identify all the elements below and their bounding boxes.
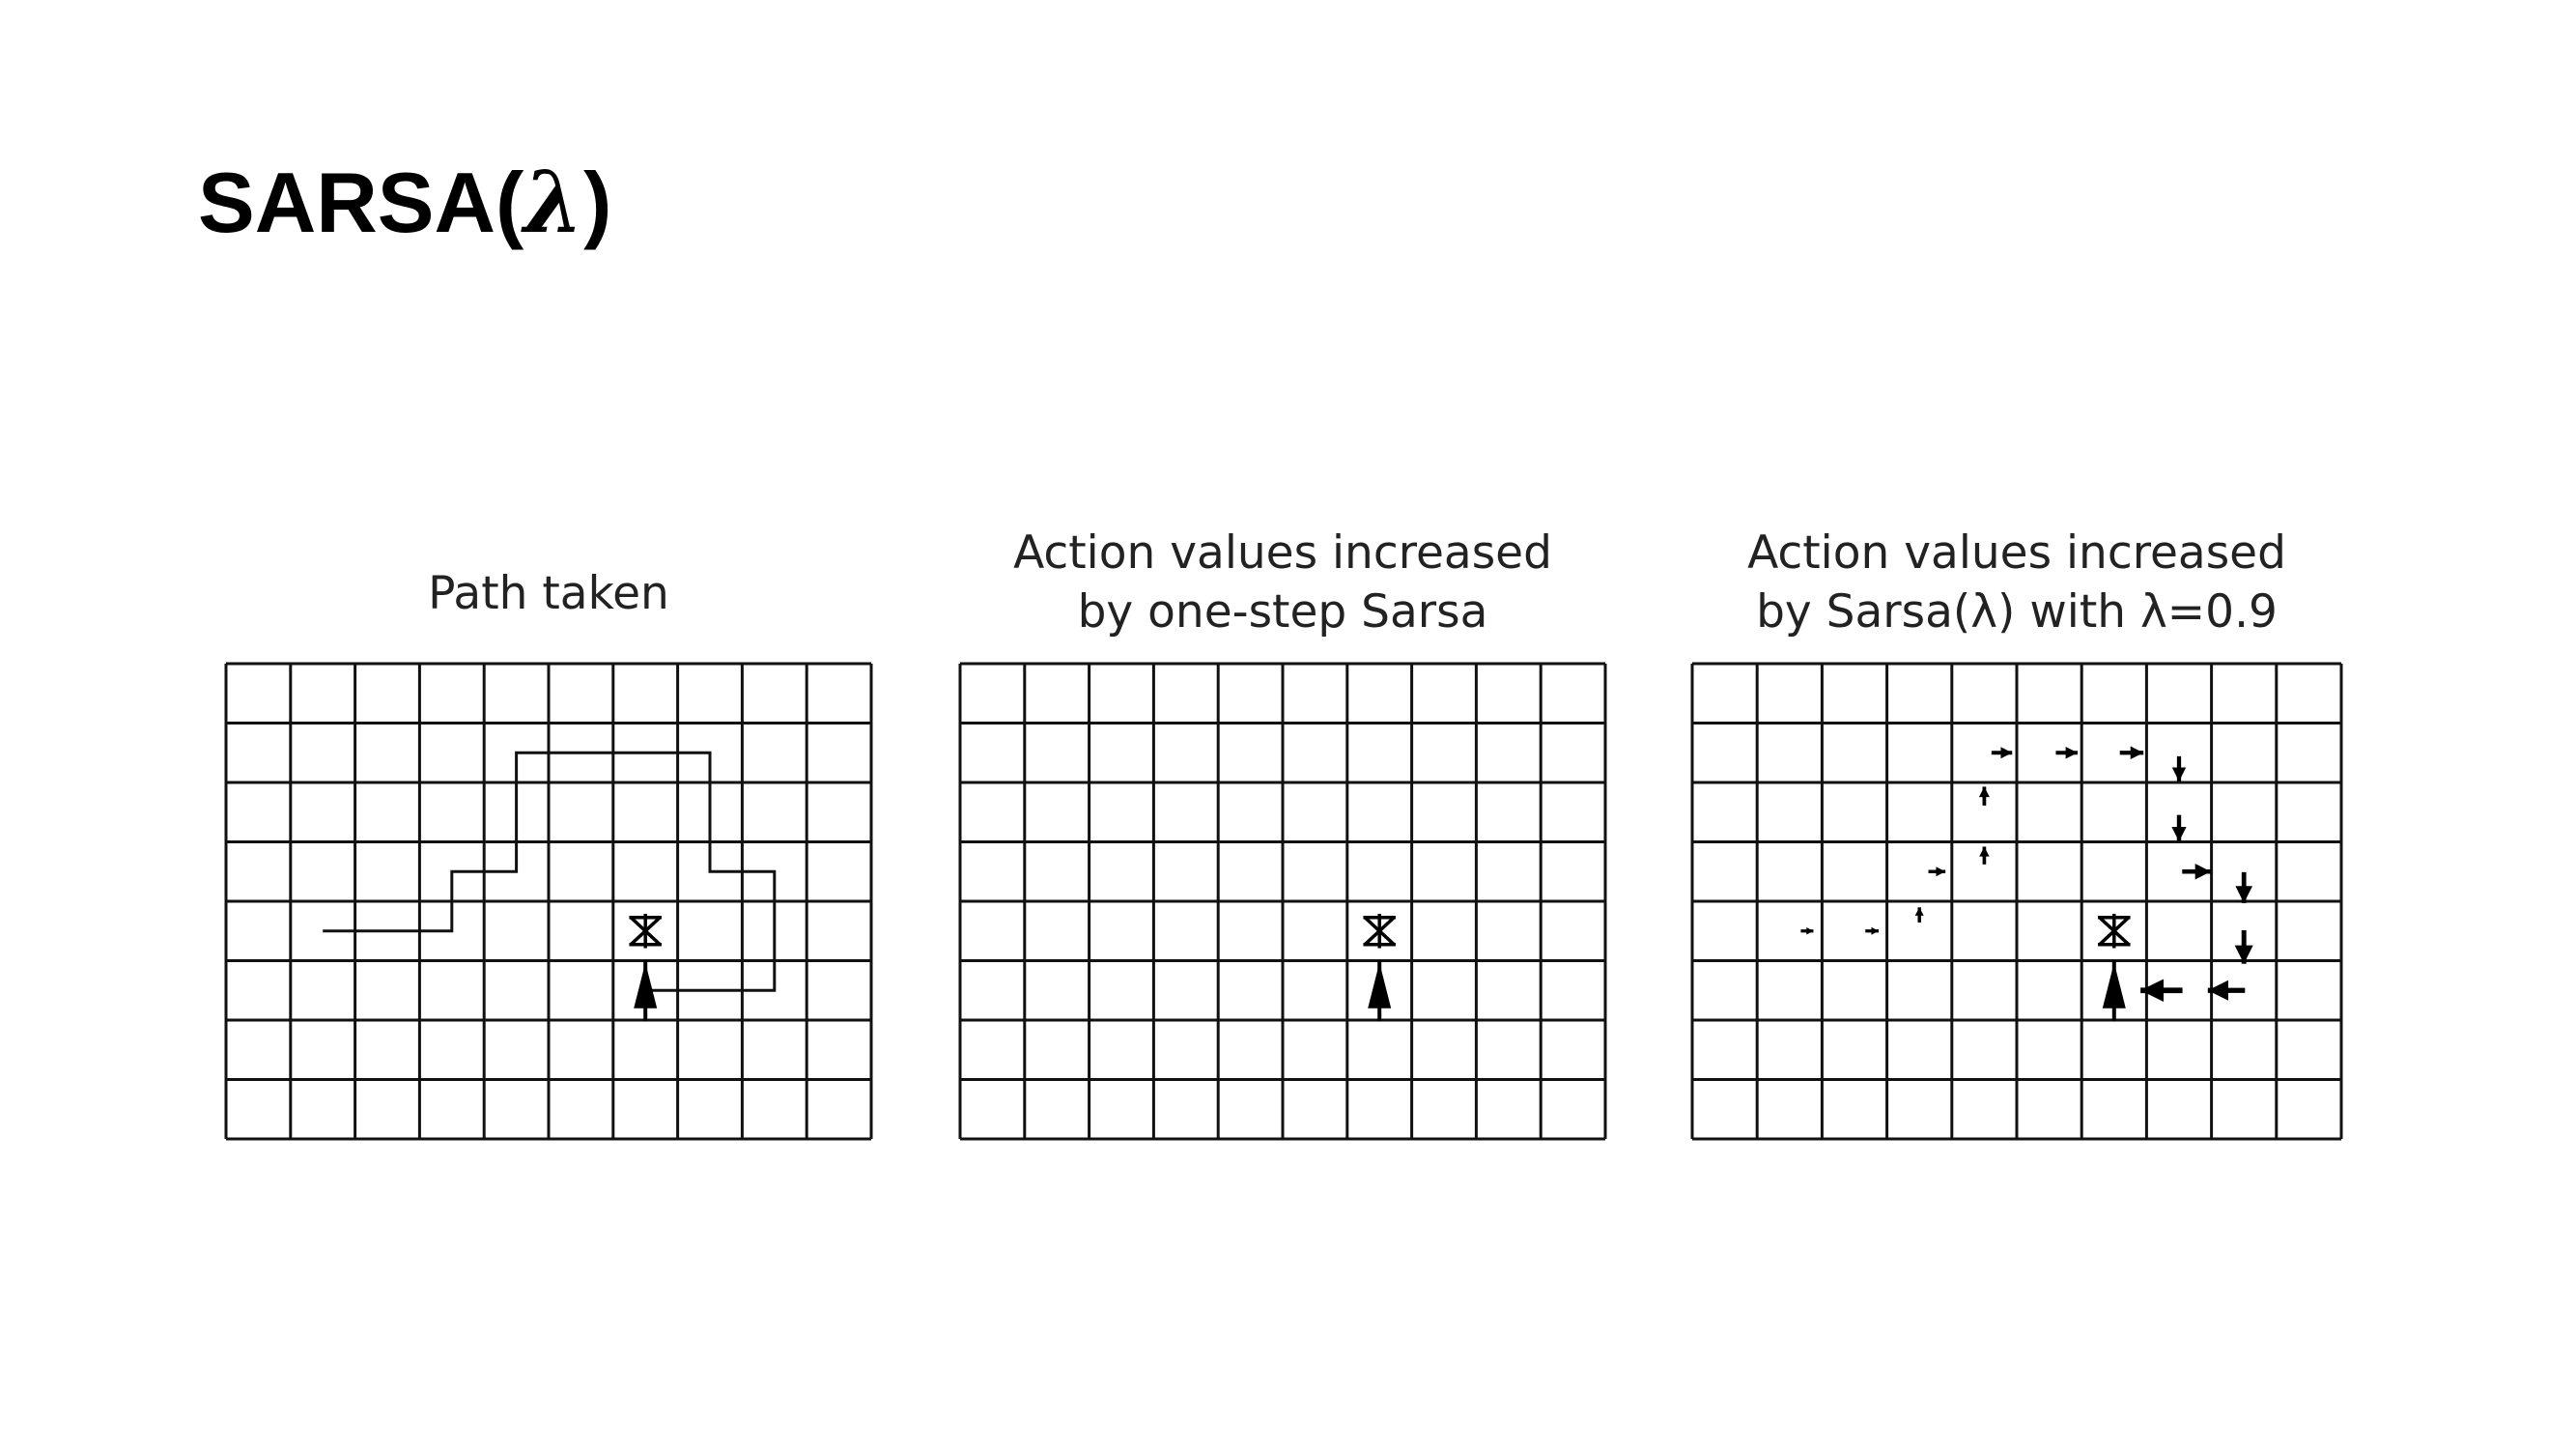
action-value-arrow-right bbox=[1865, 926, 1880, 935]
action-arrow-head bbox=[2234, 945, 2253, 964]
panel-title-line: Path taken bbox=[428, 567, 669, 620]
action-value-arrow-right bbox=[2119, 746, 2144, 760]
action-value-arrow-right bbox=[1928, 867, 1946, 877]
grid-panel-sarsa-lambda bbox=[1690, 662, 2343, 1141]
action-arrow-head bbox=[1806, 926, 1814, 935]
action-arrow-head bbox=[2171, 826, 2187, 842]
action-arrow-head bbox=[2000, 747, 2013, 759]
goal-star-icon bbox=[1363, 914, 1396, 949]
action-arrow-head bbox=[2171, 767, 2187, 781]
panel-title-one-step: Action values increased by one-step Sars… bbox=[960, 524, 1605, 641]
action-arrow-head bbox=[1914, 907, 1924, 916]
action-arrow-head bbox=[1936, 867, 1946, 877]
panel-title-path: Path taken bbox=[226, 564, 871, 623]
action-value-arrow-right bbox=[1991, 747, 2013, 759]
panel-title-line: Action values increased bbox=[1013, 526, 1552, 580]
action-arrow-head bbox=[2065, 746, 2079, 759]
action-value-arrow-right bbox=[1800, 926, 1814, 935]
action-value-arrow-up bbox=[1978, 786, 1990, 806]
goal-star-icon bbox=[2098, 914, 2131, 949]
action-arrow-head bbox=[1978, 786, 1990, 798]
agent-arrow-icon bbox=[2102, 960, 2126, 1022]
action-value-arrow-up bbox=[1914, 907, 1924, 923]
action-arrow-head bbox=[1871, 926, 1880, 935]
action-arrow-head bbox=[2235, 886, 2252, 903]
action-value-arrow-right bbox=[2182, 864, 2212, 880]
action-arrow-head bbox=[1979, 846, 1990, 857]
slide-title-lambda: λ bbox=[524, 152, 584, 252]
action-value-arrow-right bbox=[2055, 746, 2079, 759]
action-value-arrow-left bbox=[2140, 979, 2183, 1003]
slide-title-suffix: ) bbox=[583, 155, 612, 250]
action-value-arrow-up bbox=[1979, 846, 1990, 865]
action-arrow-head bbox=[2194, 864, 2212, 880]
path-line bbox=[323, 751, 777, 992]
slide-title-prefix: SARSA( bbox=[198, 155, 524, 250]
action-value-arrow-left bbox=[2207, 980, 2246, 1001]
grid-panel-one-step bbox=[958, 662, 1607, 1141]
panel-title-line: Action values increased bbox=[1747, 526, 2286, 580]
panel-title-line: by one-step Sarsa bbox=[1077, 585, 1488, 639]
action-arrow-head bbox=[2140, 979, 2165, 1003]
slide-title: SARSA(λ) bbox=[198, 159, 611, 245]
action-value-arrow-down bbox=[2235, 871, 2252, 903]
action-value-arrow-down bbox=[2171, 755, 2187, 781]
agent-arrow-icon bbox=[634, 960, 658, 1022]
panel-title-sarsa-lambda: Action values increased by Sarsa(λ) with… bbox=[1692, 524, 2341, 641]
action-arrow-head bbox=[2207, 980, 2228, 1001]
action-arrow-head bbox=[2130, 746, 2144, 760]
action-value-arrow-down bbox=[2171, 814, 2187, 842]
panel-title-line: by Sarsa(λ) with λ=0.9 bbox=[1756, 585, 2278, 639]
grid-panel-path bbox=[224, 662, 873, 1141]
goal-star-icon bbox=[629, 914, 662, 949]
action-value-arrow-down bbox=[2234, 930, 2253, 964]
agent-arrow-icon bbox=[1368, 960, 1392, 1022]
